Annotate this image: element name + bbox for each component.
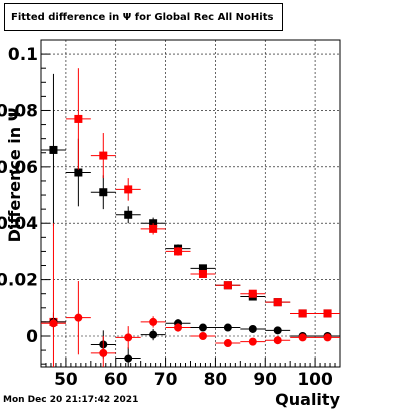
chart-title: Fitted difference in Ψ for Global Rec Al… [11, 12, 274, 23]
y-tick-label: 0 [26, 327, 38, 347]
timestamp: Mon Dec 20 21:17:42 2021 [3, 395, 139, 405]
data-point-circle [223, 339, 232, 348]
data-point-circle [248, 337, 257, 346]
data-point-square [298, 309, 307, 318]
data-point-circle [248, 324, 257, 333]
x-tick-label: 70 [154, 370, 178, 390]
y-tick-label: 0.08 [0, 101, 38, 121]
y-tick-labels: 0 0.02 0.04 0.06 0.08 0.1 [0, 45, 38, 347]
data-point-square [124, 210, 133, 219]
y-tick-label: 0.06 [0, 158, 38, 178]
y-tick-label: 0.04 [0, 214, 38, 234]
data-point-square [248, 289, 257, 298]
x-tick-label: 80 [204, 370, 228, 390]
data-point-square [149, 224, 158, 233]
data-point-circle [124, 333, 133, 342]
data-point-square [74, 114, 83, 123]
data-point-circle [124, 354, 133, 363]
chart-title-box: Fitted difference in Ψ for Global Rec Al… [4, 3, 283, 31]
data-point-square [174, 247, 183, 256]
data-point-circle [198, 331, 207, 340]
data-point-circle [223, 323, 232, 332]
data-point-circle [273, 336, 282, 345]
data-point-circle [74, 313, 83, 322]
x-tick-label: 90 [253, 370, 277, 390]
y-tick-label: 0.1 [8, 45, 38, 65]
data-point-circle [149, 330, 158, 339]
series-1 [41, 68, 340, 367]
x-tick-label: 100 [297, 370, 333, 390]
grid [41, 40, 340, 367]
data-point-square [273, 298, 282, 307]
data-point-square [99, 188, 108, 197]
y-axis-label: Difference in Ψ [5, 108, 24, 243]
data-point-square [198, 269, 207, 278]
series-2 [41, 313, 340, 367]
data-point-circle [323, 333, 332, 342]
data-point-circle [298, 333, 307, 342]
x-tick-label: 60 [104, 370, 128, 390]
data-point-square [198, 264, 207, 273]
data-series [41, 68, 340, 367]
data-point-square [49, 145, 58, 154]
data-point-square [124, 185, 133, 194]
y-tick-label: 0.02 [0, 271, 38, 291]
x-tick-labels: 50 60 70 80 90 100 [54, 370, 333, 390]
data-point-square [223, 281, 232, 290]
data-point-circle [174, 323, 183, 332]
data-point-square [74, 168, 83, 177]
x-axis-label: Quality [275, 390, 340, 409]
data-point-circle [149, 317, 158, 326]
data-point-circle [198, 323, 207, 332]
data-point-circle [49, 319, 58, 328]
data-point-circle [273, 326, 282, 335]
x-tick-label: 50 [54, 370, 78, 390]
data-point-square [99, 151, 108, 160]
data-point-square [323, 309, 332, 318]
data-point-circle [99, 348, 108, 357]
series-3 [41, 281, 340, 367]
